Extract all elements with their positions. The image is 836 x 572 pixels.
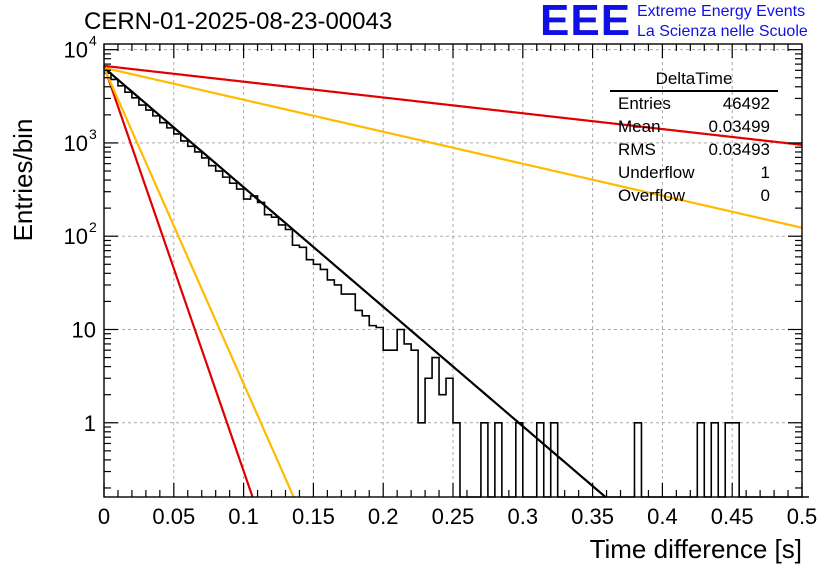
stats-row: Entries 46492 bbox=[610, 92, 778, 115]
y-tick-label: 10 bbox=[72, 317, 96, 342]
stats-label: Entries bbox=[618, 94, 671, 113]
y-tick-label: 10 bbox=[64, 38, 88, 63]
fit-curve bbox=[102, 65, 254, 498]
stats-label: Underflow bbox=[618, 163, 695, 182]
stats-value: 0.03493 bbox=[708, 140, 770, 159]
y-tick-label: 10 bbox=[64, 131, 88, 156]
stats-label: Mean bbox=[618, 117, 661, 136]
axis-ticks bbox=[103, 44, 803, 497]
logo-caption-line2: La Scienza nelle Scuole bbox=[637, 23, 808, 40]
x-tick-label: 0.5 bbox=[787, 504, 818, 529]
x-tick-label: 0.3 bbox=[508, 504, 539, 529]
stats-value: 0.03499 bbox=[708, 117, 770, 136]
stats-row: RMS 0.03493 bbox=[610, 138, 778, 161]
fit-curves bbox=[102, 64, 803, 498]
y-tick-exponent: 2 bbox=[89, 219, 97, 235]
stats-value: 0 bbox=[760, 186, 770, 205]
y-axis-label: Entries/bin bbox=[8, 119, 38, 242]
x-tick-label: 0.15 bbox=[292, 504, 335, 529]
y-tick-exponent: 3 bbox=[89, 126, 97, 142]
axis-tick-labels: 0 0.05 0.1 0.15 0.2 0.25 0.3 0.35 0.4 0.45 0.51101… bbox=[64, 33, 818, 529]
x-tick-label: 0.35 bbox=[571, 504, 614, 529]
x-tick-label: 0 bbox=[98, 504, 110, 529]
fit-curve bbox=[102, 67, 295, 498]
stats-row: Mean 0.03499 bbox=[610, 115, 778, 138]
stats-value: 1 bbox=[760, 163, 770, 182]
logo-caption: Extreme Energy Events La Scienza nelle S… bbox=[637, 2, 808, 42]
x-tick-label: 0.2 bbox=[368, 504, 399, 529]
stats-row: Overflow 0 bbox=[610, 184, 778, 207]
fit-curve bbox=[103, 64, 803, 146]
x-tick-label: 0.05 bbox=[152, 504, 195, 529]
stats-label: RMS bbox=[618, 140, 656, 159]
fit-curve bbox=[103, 66, 607, 498]
x-tick-label: 0.25 bbox=[432, 504, 475, 529]
stats-value: 46492 bbox=[722, 94, 770, 113]
x-axis-label: Time difference [s] bbox=[590, 534, 802, 564]
x-tick-label: 0.4 bbox=[647, 504, 678, 529]
stats-label: Overflow bbox=[618, 186, 686, 205]
x-tick-label: 0.1 bbox=[228, 504, 259, 529]
eee-logo: EEE bbox=[540, 0, 632, 45]
stats-title: DeltaTime bbox=[610, 68, 778, 92]
y-tick-exponent: 4 bbox=[89, 33, 97, 49]
y-tick-label: 10 bbox=[64, 224, 88, 249]
fit-curve bbox=[103, 66, 803, 229]
stats-box: DeltaTime Entries 46492 Mean 0.03499 RMS 0.… bbox=[610, 68, 778, 207]
stats-row: Underflow 1 bbox=[610, 161, 778, 184]
y-tick-label: 1 bbox=[84, 411, 96, 436]
plot-title: CERN-01-2025-08-23-00043 bbox=[84, 8, 393, 35]
logo-caption-line1: Extreme Energy Events bbox=[637, 3, 806, 20]
x-tick-label: 0.45 bbox=[711, 504, 754, 529]
